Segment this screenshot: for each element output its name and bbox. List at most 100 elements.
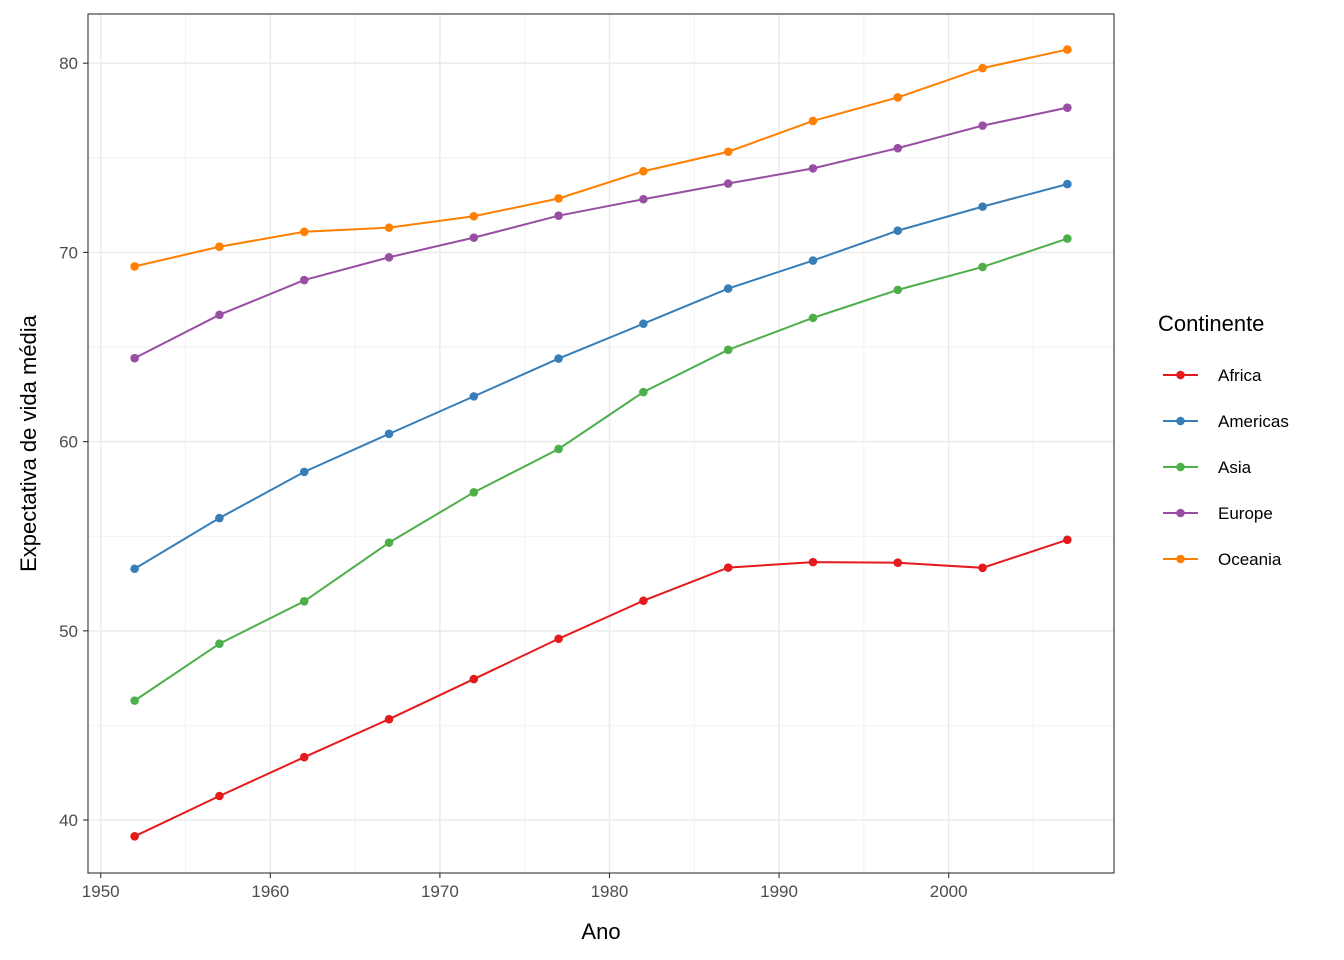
- panel-border: [87, 13, 1115, 874]
- x-tick-label: 1960: [251, 882, 289, 901]
- series-line: [134, 106, 1068, 360]
- y-tick-label: 70: [59, 243, 78, 262]
- legend-item-europe: Europe: [1163, 504, 1273, 523]
- data-point: [384, 223, 394, 232]
- legend-item-asia: Asia: [1163, 458, 1252, 477]
- data-point: [723, 345, 733, 355]
- data-point: [469, 674, 479, 684]
- data-point: [1063, 45, 1072, 54]
- data-point: [808, 116, 818, 126]
- data-point: [808, 557, 818, 567]
- data-point: [1063, 179, 1072, 189]
- data-point: [893, 93, 903, 102]
- data-point: [299, 752, 309, 762]
- data-point: [1063, 535, 1072, 545]
- x-tick-label: 1990: [760, 882, 798, 901]
- x-tick-label: 1970: [421, 882, 459, 901]
- legend-key-point: [1176, 416, 1185, 426]
- legend-label: Oceania: [1218, 550, 1282, 569]
- legend-label: Africa: [1218, 366, 1262, 385]
- data-point: [723, 284, 733, 293]
- data-point: [384, 253, 394, 262]
- data-point: [130, 564, 139, 574]
- data-point: [1063, 103, 1072, 112]
- series-line: [134, 538, 1068, 838]
- x-axis-title: Ano: [581, 919, 620, 944]
- data-point: [554, 634, 563, 644]
- data-point: [215, 639, 224, 648]
- data-point: [723, 563, 733, 572]
- data-point: [1063, 234, 1072, 243]
- data-point: [469, 392, 479, 401]
- data-point: [130, 696, 139, 705]
- data-point: [130, 353, 139, 363]
- data-point: [978, 262, 987, 272]
- data-point: [639, 166, 648, 176]
- data-point: [215, 242, 224, 252]
- legend-label: Americas: [1218, 412, 1289, 431]
- legend-key-point: [1176, 370, 1185, 380]
- data-point: [978, 202, 987, 211]
- data-point: [893, 226, 903, 235]
- data-point: [130, 831, 139, 841]
- data-point: [639, 194, 648, 204]
- data-point: [723, 179, 733, 188]
- series-europe: [130, 103, 1072, 363]
- y-axis: 40 50 60 70 80: [59, 54, 88, 830]
- minor-grid: [88, 14, 1114, 873]
- x-tick-label: 2000: [930, 882, 968, 901]
- legend-title: Continente: [1158, 311, 1264, 336]
- y-tick-label: 50: [59, 622, 78, 641]
- y-tick-label: 80: [59, 54, 78, 73]
- series-americas: [130, 179, 1072, 574]
- data-point: [299, 275, 309, 285]
- data-point: [893, 143, 903, 153]
- data-point: [639, 387, 648, 397]
- series-line: [134, 48, 1068, 268]
- legend-item-oceania: Oceania: [1163, 550, 1282, 569]
- legend-key-point: [1176, 508, 1185, 518]
- data-point: [808, 164, 818, 173]
- data-point: [893, 285, 903, 295]
- legend: Continente Africa Americas Asia Europe Ocean…: [1158, 311, 1289, 569]
- y-tick-label: 40: [59, 811, 78, 830]
- data-point: [215, 791, 224, 801]
- series-line: [134, 183, 1068, 570]
- legend-items: Africa Americas Asia Europe Oceania: [1163, 366, 1289, 569]
- legend-label: Europe: [1218, 504, 1273, 523]
- legend-item-americas: Americas: [1163, 412, 1289, 431]
- data-point: [299, 467, 309, 477]
- legend-label: Asia: [1218, 458, 1252, 477]
- x-axis: 1950 1960 1970 1980 1990 2000: [82, 873, 968, 901]
- data-point: [639, 596, 648, 606]
- data-point: [808, 256, 818, 265]
- data-point: [554, 354, 563, 363]
- series-line: [134, 237, 1068, 702]
- data-point: [554, 444, 563, 454]
- data-point: [469, 211, 479, 221]
- data-point: [130, 262, 139, 271]
- data-point: [808, 313, 818, 323]
- y-tick-label: 60: [59, 433, 78, 452]
- legend-key-point: [1176, 462, 1185, 472]
- data-point: [384, 429, 394, 439]
- x-tick-label: 1950: [82, 882, 120, 901]
- data-point: [384, 538, 394, 547]
- data-point: [384, 714, 394, 724]
- legend-item-africa: Africa: [1163, 366, 1262, 385]
- data-point: [978, 63, 987, 73]
- data-point: [469, 233, 479, 242]
- series-layer: [130, 45, 1072, 841]
- data-point: [554, 211, 563, 220]
- data-point: [893, 558, 903, 568]
- major-grid: [88, 14, 1114, 873]
- y-axis-title: Expectativa de vida média: [16, 314, 41, 572]
- series-africa: [130, 535, 1072, 841]
- data-point: [469, 488, 479, 497]
- data-point: [723, 147, 733, 157]
- data-point: [978, 121, 987, 130]
- data-point: [299, 227, 309, 237]
- series-asia: [130, 234, 1072, 705]
- data-point: [554, 194, 563, 203]
